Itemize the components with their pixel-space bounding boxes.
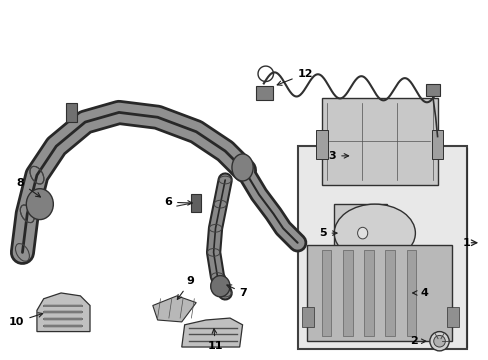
Ellipse shape [334, 204, 414, 262]
Text: 5: 5 [318, 228, 336, 238]
Bar [43, 310, 82, 314]
FancyBboxPatch shape [315, 130, 327, 159]
Ellipse shape [210, 276, 229, 297]
Text: 8: 8 [17, 178, 41, 197]
Text: 7: 7 [226, 285, 247, 298]
Circle shape [429, 332, 448, 351]
Ellipse shape [26, 189, 53, 220]
FancyBboxPatch shape [431, 130, 443, 159]
Bar [43, 324, 82, 328]
Bar [321, 249, 331, 336]
Bar [43, 317, 82, 321]
Ellipse shape [357, 227, 367, 239]
PathPatch shape [152, 296, 196, 322]
Text: 6: 6 [164, 197, 192, 207]
Text: 9: 9 [177, 276, 194, 300]
Bar [256, 86, 273, 100]
FancyBboxPatch shape [297, 146, 466, 349]
Text: 2: 2 [410, 336, 425, 346]
FancyBboxPatch shape [321, 98, 437, 185]
Text: 3: 3 [328, 151, 348, 161]
Bar [43, 303, 82, 307]
Circle shape [433, 336, 445, 347]
Bar [302, 307, 313, 327]
Bar [66, 103, 77, 122]
PathPatch shape [182, 318, 242, 347]
Text: 1: 1 [462, 238, 469, 248]
Text: 11: 11 [207, 329, 223, 351]
Bar [191, 194, 201, 212]
Ellipse shape [231, 154, 253, 181]
Bar [385, 249, 394, 336]
Bar [425, 84, 440, 96]
Text: 10: 10 [9, 313, 42, 327]
FancyBboxPatch shape [306, 245, 451, 341]
Text: 12: 12 [277, 69, 312, 85]
Text: 4: 4 [412, 288, 427, 298]
Bar [364, 249, 373, 336]
Bar [334, 204, 386, 262]
Bar [406, 249, 415, 336]
Bar [342, 249, 352, 336]
Bar [447, 307, 458, 327]
PathPatch shape [37, 293, 90, 332]
